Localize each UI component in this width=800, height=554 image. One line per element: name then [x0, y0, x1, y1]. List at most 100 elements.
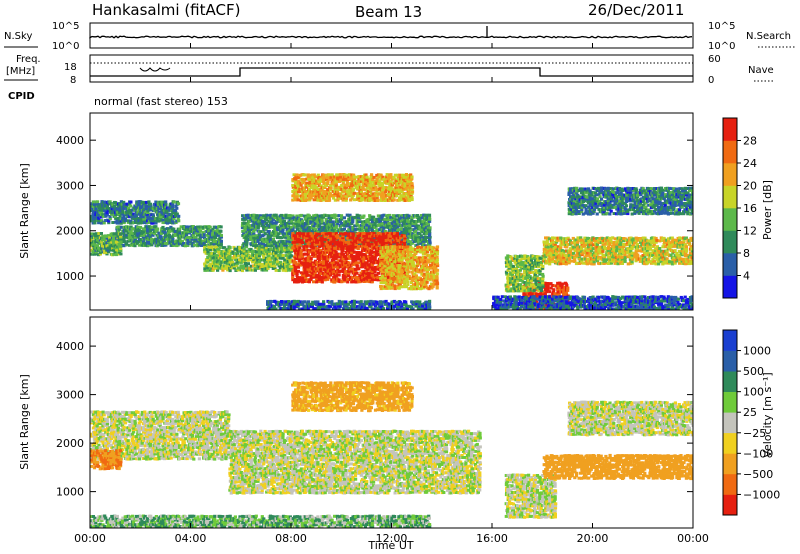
power-cell [293, 188, 298, 192]
power-cell [165, 210, 169, 214]
power-cell [284, 213, 288, 217]
power-cell [405, 213, 409, 217]
power-cell [429, 266, 433, 270]
power-cell [352, 250, 356, 254]
power-cell [147, 243, 151, 247]
power-cell [334, 218, 339, 221]
power-cell [317, 184, 321, 188]
power-cell [362, 271, 366, 275]
power-cell [400, 238, 404, 241]
power-cell [418, 260, 422, 264]
power-cell [327, 276, 331, 280]
power-cell [354, 228, 358, 231]
power-cell [359, 259, 363, 263]
power-cell [395, 232, 399, 236]
power-cell [361, 257, 365, 261]
power-cell [379, 236, 383, 240]
power-cell [399, 236, 403, 240]
power-cell [177, 229, 181, 233]
power-cell [316, 219, 320, 223]
power-cell [255, 244, 259, 248]
power-cell [316, 267, 320, 271]
power-cell [124, 242, 129, 246]
power-cell [424, 283, 428, 286]
power-cell [323, 254, 327, 258]
power-cell [372, 238, 376, 242]
power-cell [149, 237, 154, 241]
power-cell [299, 277, 303, 281]
power-cell [289, 248, 294, 252]
power-cell [296, 181, 300, 185]
power-cell [225, 254, 229, 258]
power-cell [312, 240, 316, 244]
power-cell [377, 217, 381, 221]
power-cell [435, 255, 439, 259]
power-cell [286, 250, 290, 254]
power-cell [305, 234, 309, 238]
power-cell [297, 179, 301, 183]
power-cell [382, 213, 386, 217]
power-cell [101, 246, 105, 250]
power-cell [321, 198, 326, 202]
power-cell [203, 262, 207, 266]
power-cell [355, 263, 359, 267]
power-cell [376, 271, 380, 275]
power-cell [326, 189, 330, 193]
power-cell [118, 250, 122, 254]
power-cell [319, 269, 323, 273]
power-cell [387, 266, 392, 270]
power-cell [384, 254, 388, 258]
power-cell [215, 225, 219, 229]
power-cell [431, 278, 435, 282]
power-cell [396, 280, 400, 284]
power-cell [118, 232, 122, 236]
power-cell [369, 271, 373, 275]
power-cell [215, 242, 219, 246]
power-cell [251, 260, 255, 264]
power-cell [369, 253, 373, 257]
power-cell [107, 250, 111, 254]
power-cell [139, 206, 143, 210]
power-cell [320, 188, 324, 192]
power-cell [307, 230, 311, 233]
power-cell [375, 273, 379, 277]
power-cell [168, 215, 172, 219]
power-cell [100, 215, 104, 219]
power-cell [152, 231, 156, 235]
power-cell [139, 211, 143, 214]
power-cell [407, 266, 411, 270]
power-cell [340, 215, 344, 219]
power-cell [424, 278, 428, 282]
power-cell [419, 238, 423, 242]
power-cell [300, 224, 304, 228]
power-cell [120, 235, 124, 239]
power-cell [294, 234, 298, 238]
power-cell [311, 216, 315, 219]
power-cell [196, 241, 200, 245]
power-cell [323, 276, 327, 280]
power-cell [99, 221, 104, 225]
noise-right-label: N.Search [746, 31, 791, 42]
power-cell [342, 267, 346, 271]
power-cell [370, 265, 374, 269]
power-cell [292, 217, 296, 221]
power-cell [376, 240, 380, 244]
power-cell [323, 234, 327, 238]
power-cell [274, 250, 278, 254]
power-cell [373, 276, 377, 280]
power-cell [330, 232, 334, 236]
power-cell [92, 210, 96, 214]
power-cell [154, 205, 158, 208]
power-cell [202, 236, 207, 240]
power-cell [218, 260, 222, 264]
power-cell [150, 232, 154, 236]
power-cell [351, 247, 355, 250]
power-cell [382, 286, 386, 290]
power-cell [304, 196, 308, 200]
power-cell [365, 223, 369, 227]
power-cell [252, 240, 256, 243]
power-cell [245, 256, 249, 260]
power-cell [362, 280, 366, 283]
freq-label-unit: [MHz] [6, 66, 35, 77]
power-cell [305, 272, 309, 276]
